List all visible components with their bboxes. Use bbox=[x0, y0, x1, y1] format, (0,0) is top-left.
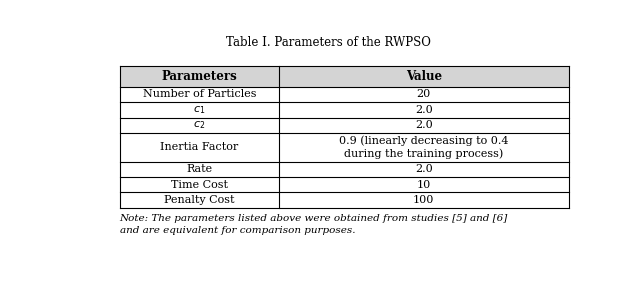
Text: Inertia Factor: Inertia Factor bbox=[160, 142, 239, 152]
Bar bbox=[120, 66, 568, 87]
Text: $c_2$: $c_2$ bbox=[193, 119, 205, 131]
Text: Parameters: Parameters bbox=[161, 70, 237, 83]
Text: 2.0: 2.0 bbox=[415, 164, 433, 174]
Text: Table I. Parameters of the RWPSO: Table I. Parameters of the RWPSO bbox=[225, 36, 431, 49]
Text: 10: 10 bbox=[417, 180, 431, 190]
Text: Number of Particles: Number of Particles bbox=[143, 89, 256, 99]
Text: Time Cost: Time Cost bbox=[171, 180, 228, 190]
Text: 0.9 (linearly decreasing to 0.4
during the training process): 0.9 (linearly decreasing to 0.4 during t… bbox=[339, 135, 509, 159]
Text: 2.0: 2.0 bbox=[415, 105, 433, 115]
Text: 2.0: 2.0 bbox=[415, 120, 433, 130]
Text: Value: Value bbox=[406, 70, 442, 83]
Text: $c_1$: $c_1$ bbox=[193, 104, 205, 116]
Text: Penalty Cost: Penalty Cost bbox=[164, 195, 235, 205]
Text: 100: 100 bbox=[413, 195, 435, 205]
Text: Note: The parameters listed above were obtained from studies [5] and [6]
and are: Note: The parameters listed above were o… bbox=[120, 214, 508, 235]
Text: 20: 20 bbox=[417, 89, 431, 99]
Text: Rate: Rate bbox=[186, 164, 212, 174]
